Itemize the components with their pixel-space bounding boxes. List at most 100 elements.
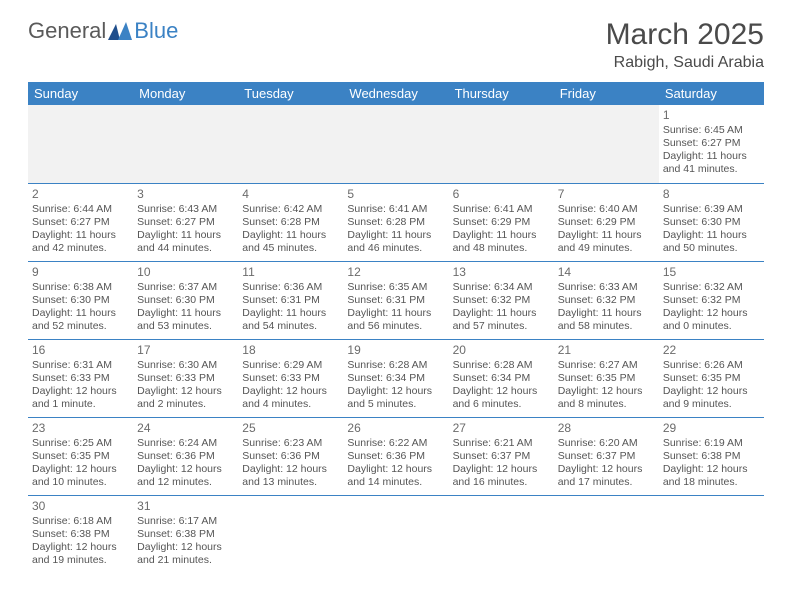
calendar-day-cell: [343, 105, 448, 183]
sunset-text: Sunset: 6:36 PM: [137, 450, 234, 463]
calendar-day-cell: 5Sunrise: 6:41 AMSunset: 6:28 PMDaylight…: [343, 183, 448, 261]
sunrise-text: Sunrise: 6:30 AM: [137, 359, 234, 372]
daylight-text: Daylight: 11 hours and 50 minutes.: [663, 229, 760, 255]
calendar-day-cell: 31Sunrise: 6:17 AMSunset: 6:38 PMDayligh…: [133, 495, 238, 573]
sunset-text: Sunset: 6:38 PM: [32, 528, 129, 541]
daylight-text: Daylight: 11 hours and 58 minutes.: [558, 307, 655, 333]
daylight-text: Daylight: 12 hours and 12 minutes.: [137, 463, 234, 489]
sunrise-text: Sunrise: 6:36 AM: [242, 281, 339, 294]
daylight-text: Daylight: 12 hours and 4 minutes.: [242, 385, 339, 411]
daylight-text: Daylight: 11 hours and 48 minutes.: [453, 229, 550, 255]
sunrise-text: Sunrise: 6:35 AM: [347, 281, 444, 294]
sunset-text: Sunset: 6:38 PM: [137, 528, 234, 541]
sunrise-text: Sunrise: 6:34 AM: [453, 281, 550, 294]
sunrise-text: Sunrise: 6:37 AM: [137, 281, 234, 294]
daylight-text: Daylight: 11 hours and 56 minutes.: [347, 307, 444, 333]
sunset-text: Sunset: 6:29 PM: [453, 216, 550, 229]
day-number: 27: [453, 421, 550, 436]
day-number: 6: [453, 187, 550, 202]
day-number: 23: [32, 421, 129, 436]
daylight-text: Daylight: 12 hours and 5 minutes.: [347, 385, 444, 411]
calendar-day-cell: 16Sunrise: 6:31 AMSunset: 6:33 PMDayligh…: [28, 339, 133, 417]
calendar-day-cell: 6Sunrise: 6:41 AMSunset: 6:29 PMDaylight…: [449, 183, 554, 261]
daylight-text: Daylight: 12 hours and 16 minutes.: [453, 463, 550, 489]
daylight-text: Daylight: 11 hours and 45 minutes.: [242, 229, 339, 255]
calendar-day-cell: 14Sunrise: 6:33 AMSunset: 6:32 PMDayligh…: [554, 261, 659, 339]
sunset-text: Sunset: 6:28 PM: [347, 216, 444, 229]
sunrise-text: Sunrise: 6:32 AM: [663, 281, 760, 294]
sunset-text: Sunset: 6:32 PM: [663, 294, 760, 307]
sunset-text: Sunset: 6:31 PM: [242, 294, 339, 307]
sunrise-text: Sunrise: 6:41 AM: [347, 203, 444, 216]
sunrise-text: Sunrise: 6:38 AM: [32, 281, 129, 294]
day-number: 7: [558, 187, 655, 202]
daylight-text: Daylight: 11 hours and 49 minutes.: [558, 229, 655, 255]
daylight-text: Daylight: 12 hours and 19 minutes.: [32, 541, 129, 567]
calendar-table: Sunday Monday Tuesday Wednesday Thursday…: [28, 82, 764, 573]
day-number: 17: [137, 343, 234, 358]
calendar-day-cell: 17Sunrise: 6:30 AMSunset: 6:33 PMDayligh…: [133, 339, 238, 417]
sunrise-text: Sunrise: 6:28 AM: [453, 359, 550, 372]
calendar-day-cell: [133, 105, 238, 183]
weekday-header: Tuesday: [238, 82, 343, 105]
day-number: 12: [347, 265, 444, 280]
calendar-day-cell: 28Sunrise: 6:20 AMSunset: 6:37 PMDayligh…: [554, 417, 659, 495]
sunset-text: Sunset: 6:36 PM: [347, 450, 444, 463]
calendar-day-cell: 18Sunrise: 6:29 AMSunset: 6:33 PMDayligh…: [238, 339, 343, 417]
sunset-text: Sunset: 6:28 PM: [242, 216, 339, 229]
calendar-day-cell: [238, 105, 343, 183]
sunrise-text: Sunrise: 6:24 AM: [137, 437, 234, 450]
calendar-day-cell: 13Sunrise: 6:34 AMSunset: 6:32 PMDayligh…: [449, 261, 554, 339]
weekday-header: Thursday: [449, 82, 554, 105]
daylight-text: Daylight: 12 hours and 21 minutes.: [137, 541, 234, 567]
weekday-header: Sunday: [28, 82, 133, 105]
logo-text-general: General: [28, 18, 106, 44]
sunset-text: Sunset: 6:30 PM: [32, 294, 129, 307]
daylight-text: Daylight: 11 hours and 52 minutes.: [32, 307, 129, 333]
sunrise-text: Sunrise: 6:17 AM: [137, 515, 234, 528]
sunset-text: Sunset: 6:27 PM: [137, 216, 234, 229]
sunrise-text: Sunrise: 6:40 AM: [558, 203, 655, 216]
day-number: 18: [242, 343, 339, 358]
weekday-header: Friday: [554, 82, 659, 105]
sunset-text: Sunset: 6:35 PM: [558, 372, 655, 385]
day-number: 15: [663, 265, 760, 280]
sunrise-text: Sunrise: 6:42 AM: [242, 203, 339, 216]
day-number: 14: [558, 265, 655, 280]
day-number: 29: [663, 421, 760, 436]
calendar-day-cell: [449, 105, 554, 183]
calendar-day-cell: 2Sunrise: 6:44 AMSunset: 6:27 PMDaylight…: [28, 183, 133, 261]
daylight-text: Daylight: 12 hours and 14 minutes.: [347, 463, 444, 489]
day-number: 19: [347, 343, 444, 358]
header: General Blue March 2025 Rabigh, Saudi Ar…: [28, 18, 764, 72]
sunset-text: Sunset: 6:27 PM: [32, 216, 129, 229]
logo-text-blue: Blue: [134, 18, 178, 44]
day-number: 11: [242, 265, 339, 280]
sunset-text: Sunset: 6:33 PM: [32, 372, 129, 385]
sunset-text: Sunset: 6:38 PM: [663, 450, 760, 463]
day-number: 9: [32, 265, 129, 280]
sunrise-text: Sunrise: 6:39 AM: [663, 203, 760, 216]
daylight-text: Daylight: 11 hours and 41 minutes.: [663, 150, 760, 176]
sunrise-text: Sunrise: 6:19 AM: [663, 437, 760, 450]
calendar-day-cell: [343, 495, 448, 573]
sunset-text: Sunset: 6:30 PM: [663, 216, 760, 229]
calendar-week-row: 23Sunrise: 6:25 AMSunset: 6:35 PMDayligh…: [28, 417, 764, 495]
sunrise-text: Sunrise: 6:21 AM: [453, 437, 550, 450]
day-number: 20: [453, 343, 550, 358]
daylight-text: Daylight: 11 hours and 57 minutes.: [453, 307, 550, 333]
daylight-text: Daylight: 12 hours and 10 minutes.: [32, 463, 129, 489]
day-number: 21: [558, 343, 655, 358]
day-number: 8: [663, 187, 760, 202]
day-number: 25: [242, 421, 339, 436]
weekday-header: Wednesday: [343, 82, 448, 105]
calendar-day-cell: 4Sunrise: 6:42 AMSunset: 6:28 PMDaylight…: [238, 183, 343, 261]
weekday-header: Saturday: [659, 82, 764, 105]
calendar-day-cell: 24Sunrise: 6:24 AMSunset: 6:36 PMDayligh…: [133, 417, 238, 495]
logo: General Blue: [28, 18, 178, 44]
day-number: 13: [453, 265, 550, 280]
daylight-text: Daylight: 11 hours and 53 minutes.: [137, 307, 234, 333]
daylight-text: Daylight: 12 hours and 0 minutes.: [663, 307, 760, 333]
calendar-day-cell: 7Sunrise: 6:40 AMSunset: 6:29 PMDaylight…: [554, 183, 659, 261]
calendar-day-cell: 29Sunrise: 6:19 AMSunset: 6:38 PMDayligh…: [659, 417, 764, 495]
